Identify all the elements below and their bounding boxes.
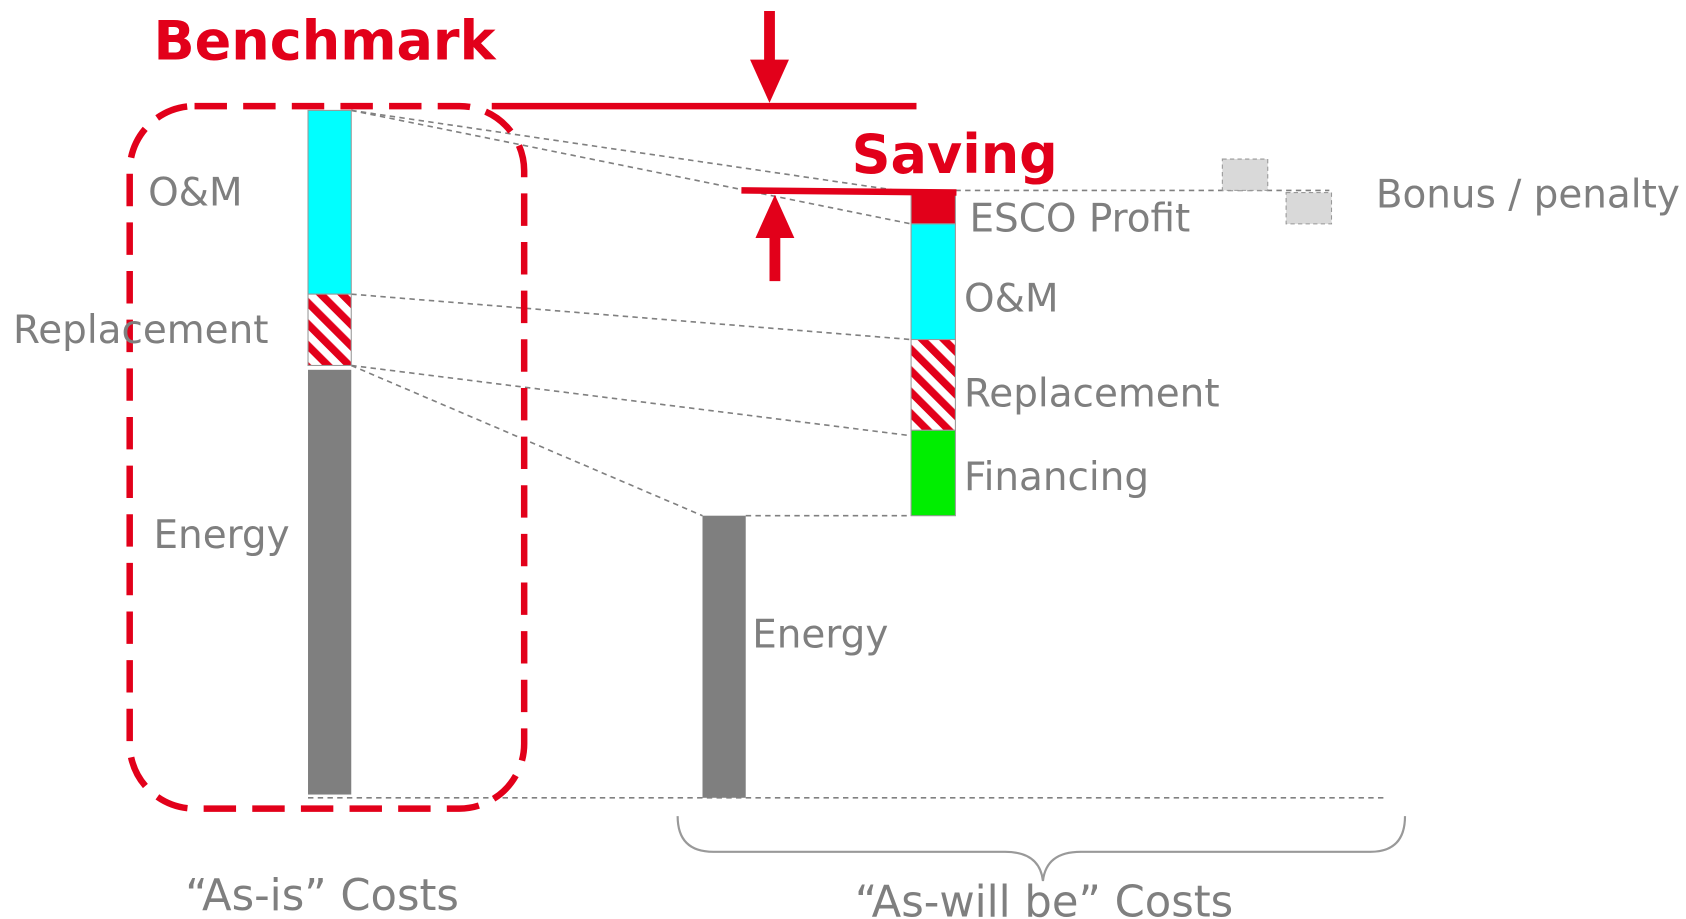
segment-label: Replacement	[13, 308, 269, 353]
group-label: “As-will be” Costs	[855, 878, 1233, 919]
group-label: “As-is” Costs	[185, 871, 459, 919]
bonus-boxes	[1221, 158, 1333, 225]
as-is-bar	[307, 109, 352, 795]
segment-label: Replacement	[964, 372, 1220, 417]
brace	[676, 816, 1407, 882]
segment-label: Financing	[964, 455, 1149, 500]
benchmark-label: Benchmark	[153, 10, 496, 73]
benchmark-frame	[126, 102, 528, 812]
bonus-label: Bonus / penalty	[1376, 173, 1680, 218]
saving-label: Saving	[852, 123, 1058, 186]
segment-label: Energy	[153, 513, 289, 558]
connectors	[308, 109, 1384, 799]
as-will-be-bar	[702, 192, 956, 798]
saving-markers	[491, 10, 957, 282]
segment-label: Energy	[752, 613, 888, 658]
segment-label: O&M	[964, 276, 1059, 321]
segment-label: O&M	[148, 171, 242, 216]
segment-label: ESCO Profit	[969, 196, 1190, 241]
